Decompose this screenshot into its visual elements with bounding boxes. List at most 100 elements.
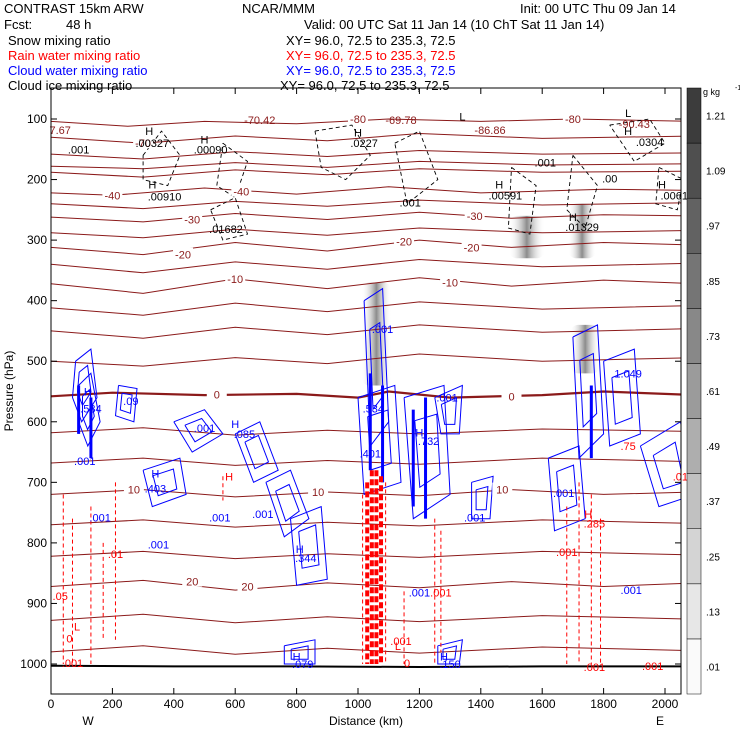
cloud-ice-value-label: .00614 <box>660 190 694 202</box>
cloud-ice-value-label: .0304 <box>636 137 664 149</box>
cloud-water-contour-inner-14 <box>611 370 633 425</box>
x-tick-label: 1600 <box>529 697 556 711</box>
cloud-ice-contour-7 <box>210 197 249 241</box>
cloud-water-value-label: .085 <box>234 429 255 441</box>
cloud-ice-value-label: .01682 <box>209 224 243 236</box>
cloud-water-contour-inner-2 <box>119 392 133 414</box>
isotherm-label: 0 <box>508 391 514 403</box>
colorbar-label: .37 <box>706 497 720 508</box>
isotherm-line-0 <box>51 390 681 399</box>
colorbar-label: .25 <box>706 552 720 563</box>
valid-time: Valid: 00 UTC Sat 11 Jan 14 (10 ChT Sat … <box>304 17 605 32</box>
cloud-water-contour-12 <box>471 475 494 520</box>
isotherm-line--10 <box>51 277 681 294</box>
rain-value-label: .001 <box>642 661 663 673</box>
rain-value-label: .01 <box>108 549 123 561</box>
isotherm-label-bg <box>308 485 329 498</box>
cloud-water-contour-14 <box>603 348 641 447</box>
y-tick-label: 600 <box>27 415 47 429</box>
isotherm-line-extra-4 <box>51 301 681 316</box>
cloud-water-contour-inner-18 <box>442 645 458 660</box>
x-tick-label: 1000 <box>345 697 372 711</box>
high-low-marker: H <box>440 652 448 664</box>
cloud-ice-contour-6 <box>566 155 598 229</box>
high-low-marker: H <box>201 135 209 147</box>
isotherm-label-bg <box>562 112 583 124</box>
cloud-water-value-label: .001 <box>464 512 485 524</box>
high-low-marker: H <box>415 428 423 440</box>
cloud-water-contour-inner-10 <box>414 413 441 489</box>
extreme-value-label: -69.78 <box>385 115 416 127</box>
cloud-water-value-label: .401 <box>360 448 381 460</box>
x-tick-label: 0 <box>48 697 55 711</box>
isotherm-label: 20 <box>241 581 253 593</box>
colorbar-label: .13 <box>706 607 720 618</box>
cloud-ice-value-label: .01329 <box>565 222 599 234</box>
rain-value-label: 0 <box>66 634 72 646</box>
isotherm-label: -40 <box>104 190 120 202</box>
field-snow-name: Snow mixing ratio <box>8 33 111 48</box>
isotherm-label-bg <box>237 579 258 592</box>
cloud-water-value-label: .001 <box>621 585 642 597</box>
y-tick-label: 200 <box>27 173 47 187</box>
x-tick-label: 1400 <box>467 697 494 711</box>
y-tick-label: 400 <box>27 294 47 308</box>
isotherm-label: 10 <box>496 485 508 497</box>
cloud-water-contour-7 <box>290 505 328 586</box>
cloud-water-contour-inner-11 <box>440 396 458 425</box>
y-tick-label: 300 <box>27 233 47 247</box>
isotherm-label-bg <box>173 247 194 260</box>
y-tick-label: 700 <box>27 475 47 489</box>
cloud-ice-contour-8 <box>655 166 681 211</box>
isotherm-line-extra-3 <box>51 258 681 274</box>
cloud-water-contour-0 <box>71 348 98 423</box>
rain-value-label: H <box>225 471 233 483</box>
colorbar-box <box>686 473 702 529</box>
isotherm-label: -40 <box>233 187 249 199</box>
colorbar-box <box>686 142 702 199</box>
isotherm-line-extra-9 <box>51 519 681 528</box>
isotherm-label: 20 <box>186 577 198 589</box>
cloud-water-contour-11 <box>434 384 463 435</box>
isotherm-line--40 <box>51 186 681 196</box>
cloud-water-contour-16 <box>547 445 586 532</box>
isotherm-label: -30 <box>184 215 200 227</box>
high-low-marker: H <box>145 126 153 138</box>
isotherm-label: -30 <box>467 211 483 223</box>
cloud-water-value-label: .001 <box>252 509 273 521</box>
surface-line <box>51 664 681 669</box>
isotherm-label-bg <box>123 482 144 495</box>
cloud-water-contour-inner-5 <box>244 434 270 470</box>
rain-value-label: .001 <box>430 588 451 600</box>
cloud-water-contour-inner-6 <box>275 483 300 523</box>
rain-value-label: .001 <box>62 658 83 670</box>
cloud-water-value-label: .079 <box>292 659 313 671</box>
y-tick-label: 500 <box>27 354 47 368</box>
extreme-value-label: -86.86 <box>474 125 505 137</box>
colorbar-box <box>686 197 702 254</box>
cloud-water-value-label: .001 <box>436 393 457 405</box>
x-end-label-east: E <box>656 714 664 728</box>
colorbar-label: .97 <box>706 222 720 233</box>
isotherm-line--80 <box>51 118 681 127</box>
cloud-ice-value-label: .001 <box>68 144 89 156</box>
field-cloudwater-name: Cloud water mixing ratio <box>8 63 148 78</box>
center-title: NCAR/MMM <box>242 1 315 16</box>
cloud-ice-contour-2 <box>314 124 371 181</box>
isotherm-line-extra-5 <box>51 324 681 339</box>
isotherm-label-bg <box>501 389 522 402</box>
rain-value-label: .001 <box>390 636 411 648</box>
cloud-water-contour-17 <box>283 639 316 665</box>
colorbar-label: 1.09 <box>706 167 726 178</box>
cloud-water-contour-inner-13 <box>579 352 598 428</box>
isotherm-label-bg <box>225 271 246 284</box>
extreme-value-label: 7.67 <box>49 125 70 137</box>
extreme-value-label: -70.42 <box>244 115 275 127</box>
x-end-label-west: W <box>82 714 94 728</box>
cloud-water-contour-inner-15 <box>652 441 681 490</box>
isotherm-line--60 <box>51 149 681 160</box>
field-snow-xy: XY= 96.0, 72.5 to 235.3, 72.5 <box>286 33 456 48</box>
x-tick-label: 2000 <box>652 697 679 711</box>
cloud-water-contour-5 <box>234 421 279 483</box>
colorbar-box <box>686 528 702 585</box>
